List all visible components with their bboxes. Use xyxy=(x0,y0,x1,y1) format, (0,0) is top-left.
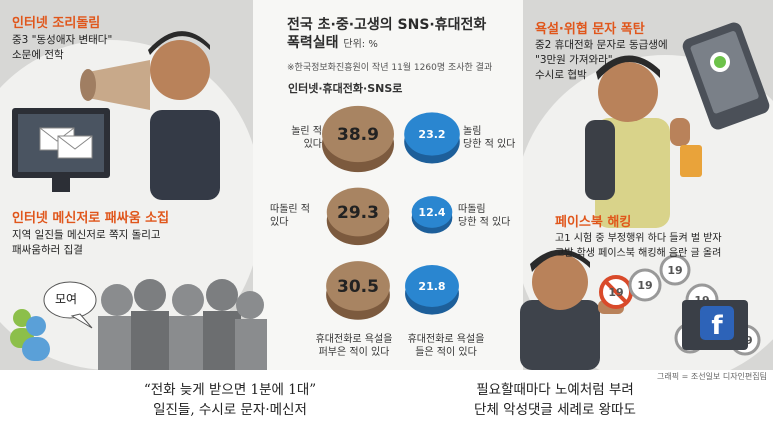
megaphone-man-illustration xyxy=(80,31,220,200)
row-3-victim-label-line-2: 들은 적이 있다 xyxy=(415,347,477,358)
speech-bubble-text: 모여 xyxy=(55,292,78,306)
phone-icon xyxy=(680,22,770,177)
envelope-icon xyxy=(39,127,93,159)
source-note: ※한국정보화진흥원이 작년 11월 1260명 조사한 결과 xyxy=(287,63,493,73)
bubble-perpetrator-row-3: 30.5 xyxy=(326,261,390,320)
panel-1-title: 인터넷 조리돌림 xyxy=(12,16,101,31)
row-2-victim-label-line-1: 따돌림 xyxy=(458,204,486,215)
facebook-icon: f xyxy=(682,300,748,350)
chart-panel xyxy=(253,0,523,370)
row-2-perpetrator-label-line-1: 따돌린 적 xyxy=(270,204,310,215)
bubble-value-victim-row-2: 12.4 xyxy=(418,206,445,219)
bubble-perpetrator-face-row-3 xyxy=(326,261,390,311)
row-3-victim-label-line-1: 휴대전화로 욕설을 xyxy=(407,334,485,345)
megaphone-icon xyxy=(88,60,150,110)
bubble-value-victim-row-1: 23.2 xyxy=(418,128,445,141)
panel-2-line-1: 지역 일진들 메신저로 쪽지 돌리고 xyxy=(12,229,161,241)
chart-title-line-2: 폭력실태 xyxy=(287,35,339,51)
bubble-victim-face-row-2 xyxy=(411,196,453,228)
row-2-perpetrator-label-line-2: 있다 xyxy=(270,217,289,228)
row-2-perpetrator-label: 따돌린 적 있다 xyxy=(270,203,322,229)
row-1-victim-label-line-2: 당한 적 있다 xyxy=(463,139,516,150)
bubble-perpetrator-face-row-1 xyxy=(322,105,394,163)
panel-3-text: 중2 휴대전화 문자로 동급생에 "3만원 가져와라" 수시로 협박 xyxy=(535,38,668,83)
svg-text:19: 19 xyxy=(637,279,652,292)
bubble-victim-row-1: 23.2 xyxy=(404,112,460,164)
row-2-victim-label-line-2: 당한 적 있다 xyxy=(458,217,511,228)
chart-subhead: 인터넷·휴대전화·SNS로 xyxy=(288,82,403,95)
panel-2-title: 인터넷 메신저로 패싸움 소집 xyxy=(12,211,170,226)
bubble-perpetrator-face-row-2 xyxy=(326,187,390,237)
panel-3-title: 욕설·위협 문자 폭탄 xyxy=(535,22,645,37)
bubble-perpetrator-row-2: 29.3 xyxy=(326,187,390,246)
row-3-perpetrator-label-line-1: 휴대전화로 욕설을 xyxy=(315,334,393,345)
svg-text:19: 19 xyxy=(667,264,682,277)
panel-1-text: 중3 "동성애자 변태다" 소문에 전학 xyxy=(12,33,112,63)
bubble-chart: 38.9 23.2 29.3 12.4 30.5 21.8 xyxy=(322,105,460,320)
svg-text:19: 19 xyxy=(608,286,623,299)
panel-3-line-1: 중2 휴대전화 문자로 동급생에 xyxy=(535,39,668,51)
bubble-victim-row-3: 21.8 xyxy=(405,264,459,315)
caption-left: “전화 늦게 받으면 1분에 1대” 일진들, 수시로 문자·메신저 xyxy=(95,380,365,420)
panel-4-text: 고1 시험 중 부정행위 하다 들켜 벌 받자 고발 학생 페이스북 해킹해 음… xyxy=(555,231,722,261)
panel-3-line-2: "3만원 가져와라" xyxy=(535,54,613,66)
caption-left-line-2: 일진들, 수시로 문자·메신저 xyxy=(153,402,307,418)
row-1-victim-label: 놀림 당한 적 있다 xyxy=(463,125,515,151)
row-3-perpetrator-label: 휴대전화로 욕설을 퍼부은 적이 있다 xyxy=(304,333,404,359)
caption-right-line-1: 필요할때마다 노예처럼 부려 xyxy=(476,382,634,398)
caption-right-line-2: 단체 악성댓글 세례로 왕따도 xyxy=(474,402,636,418)
panel-3-line-3: 수시로 협박 xyxy=(535,69,587,81)
panel-2-line-2: 패싸움하러 집결 xyxy=(12,244,83,256)
bubble-perpetrator-row-1: 38.9 xyxy=(322,105,394,173)
chart-title-line-1: 전국 초·중·고생의 SNS·휴대전화 xyxy=(287,17,487,33)
row-1-perpetrator-label: 놀린 적 있다 xyxy=(282,125,322,151)
boy-phone-illustration xyxy=(585,55,690,228)
graphic-credit: 그래픽 = 조선일보 디자인편집팀 xyxy=(656,372,767,381)
people-icon xyxy=(10,309,50,361)
row-1-perpetrator-label-line-1: 놀린 적 xyxy=(291,126,322,137)
panel-4-title: 페이스북 해킹 xyxy=(555,215,632,230)
panel-2-text: 지역 일진들 메신저로 쪽지 돌리고 패싸움하러 집결 xyxy=(12,228,161,258)
bubble-victim-face-row-1 xyxy=(404,112,460,156)
hacker-illustration xyxy=(520,249,624,370)
bubble-value-perpetrator-row-1: 38.9 xyxy=(337,125,379,145)
caption-right: 필요할때마다 노예처럼 부려 단체 악성댓글 세례로 왕따도 xyxy=(410,380,700,420)
panel-1-line-2: 소문에 전학 xyxy=(12,49,64,61)
row-1-perpetrator-label-line-2: 있다 xyxy=(303,139,322,150)
bubble-value-perpetrator-row-3: 30.5 xyxy=(337,277,379,297)
row-3-perpetrator-label-line-2: 퍼부은 적이 있다 xyxy=(318,347,390,358)
panel-1-line-1: 중3 "동성애자 변태다" xyxy=(12,34,113,46)
panel-4-line-1: 고1 시험 중 부정행위 하다 들켜 벌 받자 xyxy=(555,233,722,244)
row-3-victim-label: 휴대전화로 욕설을 들은 적이 있다 xyxy=(396,333,496,359)
caption-left-line-1: “전화 늦게 받으면 1분에 1대” xyxy=(143,382,317,398)
students-group-illustration xyxy=(98,279,267,370)
row-1-victim-label-line-1: 놀림 xyxy=(463,126,482,137)
bubble-victim-row-2: 12.4 xyxy=(411,196,453,234)
row-2-victim-label: 따돌림 당한 적 있다 xyxy=(458,203,510,229)
speech-bubble xyxy=(43,281,97,329)
chart-title: 전국 초·중·고생의 SNS·휴대전화 폭력실태 단위: % xyxy=(287,16,486,54)
bubble-value-victim-row-3: 21.8 xyxy=(418,280,445,293)
bubble-value-perpetrator-row-2: 29.3 xyxy=(337,203,379,223)
panel-4-line-2: 고발 학생 페이스북 해킹해 음란 글 올려 xyxy=(555,248,722,259)
bubble-victim-face-row-3 xyxy=(405,264,459,308)
svg-text:f: f xyxy=(711,311,723,341)
unit-label: 단위: % xyxy=(343,39,378,50)
